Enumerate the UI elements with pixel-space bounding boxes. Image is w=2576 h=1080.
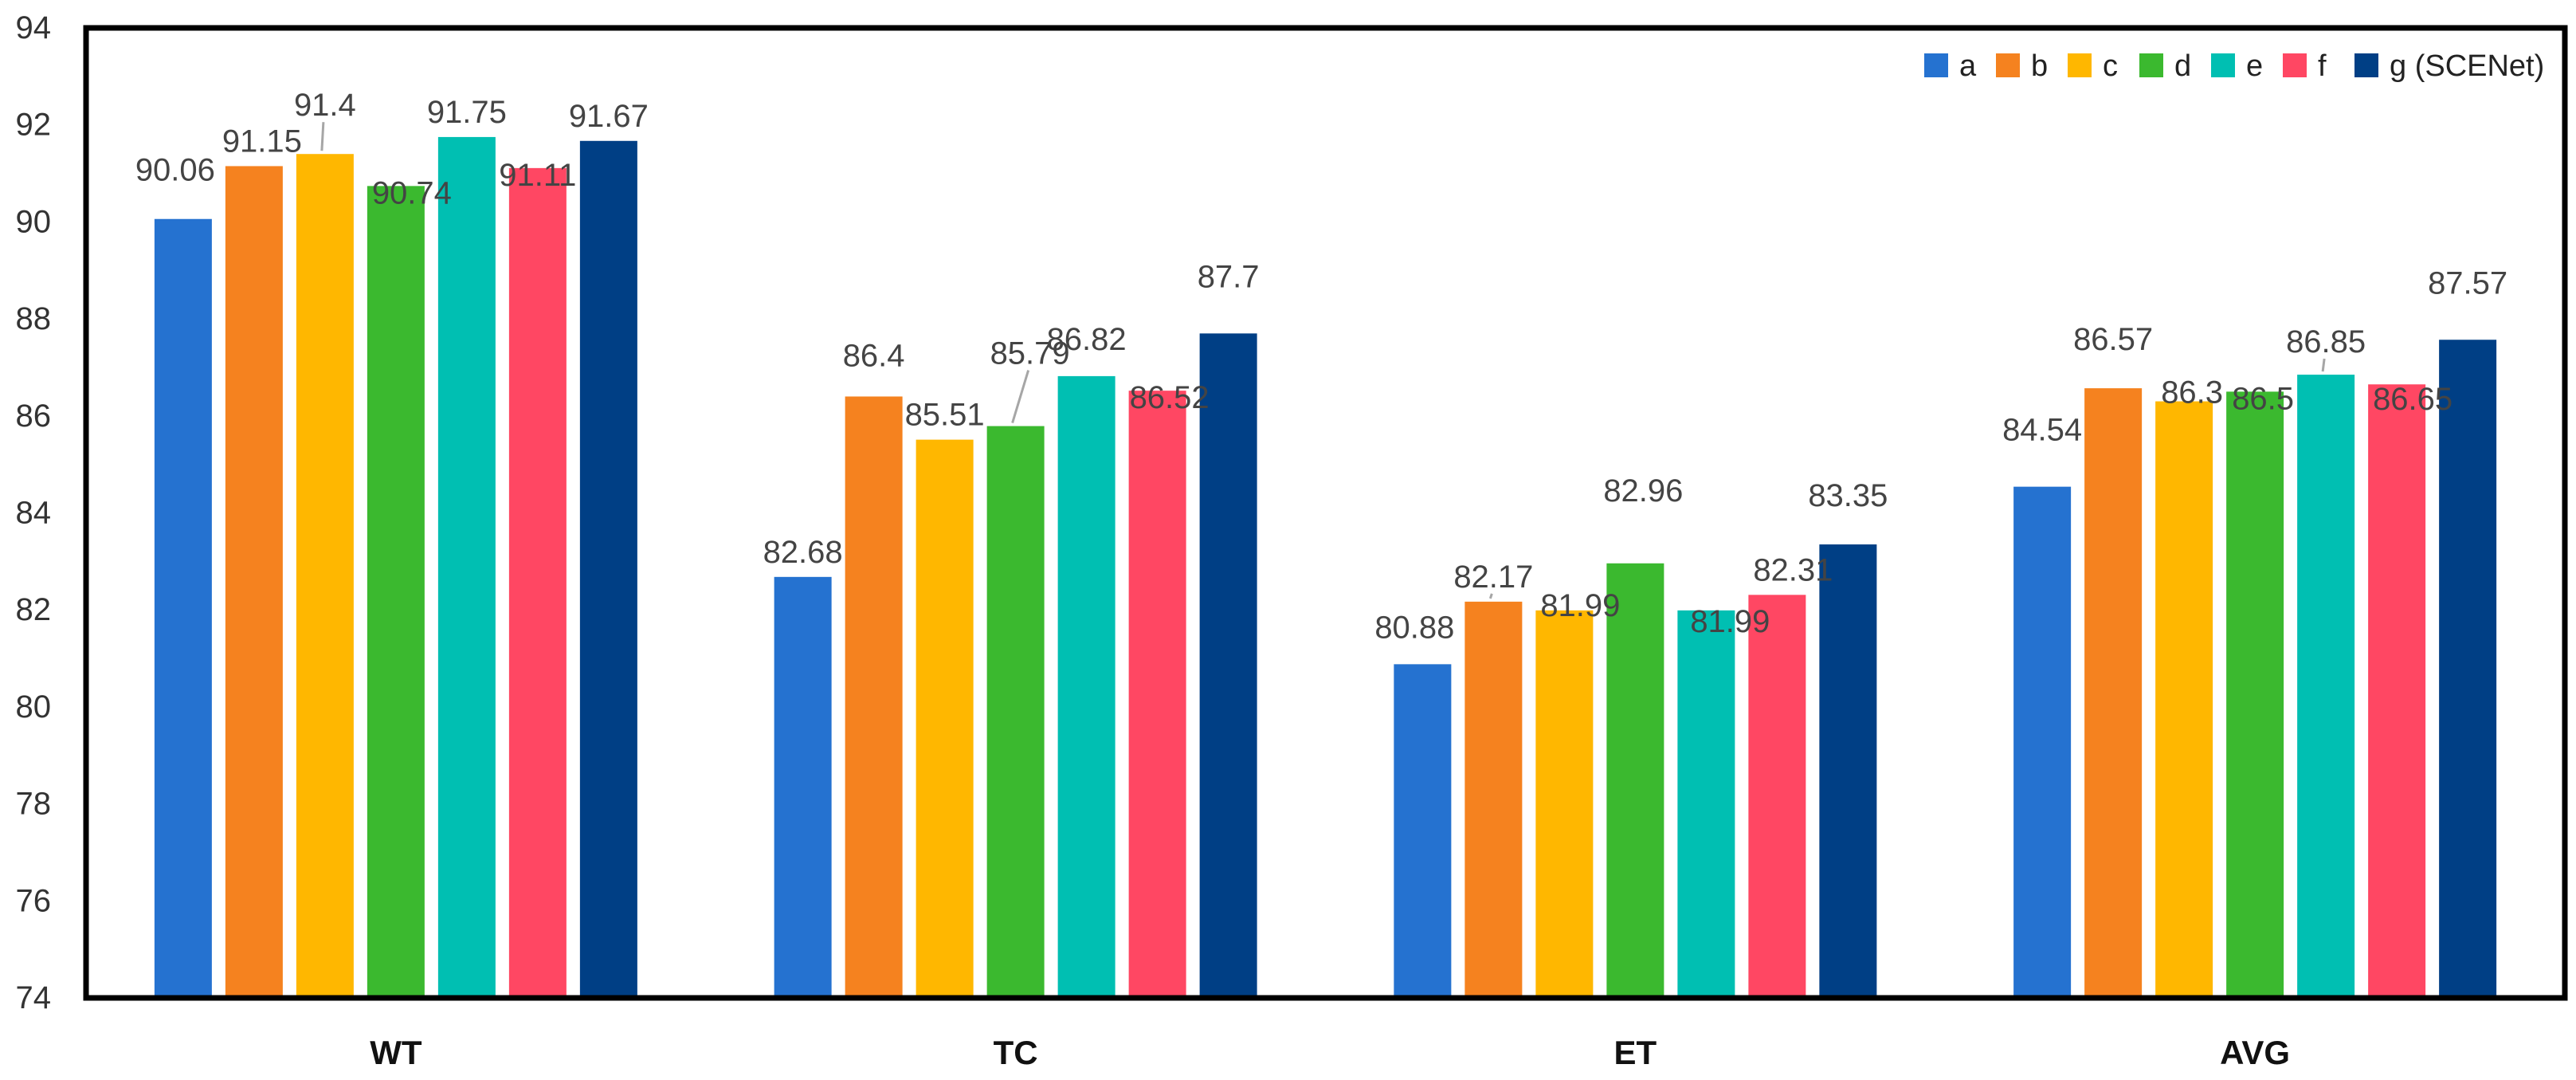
y-axis-tick-labels: 74 76 78 80 82 84 86 88 90 92 94 bbox=[16, 10, 52, 1015]
legend-swatch bbox=[2354, 53, 2378, 77]
bar-et-c bbox=[1535, 610, 1594, 998]
legend-label: d bbox=[2174, 49, 2191, 83]
bar-tc-a bbox=[774, 576, 832, 998]
plot-area-frame bbox=[83, 25, 2568, 1001]
data-label: 82.17 bbox=[1453, 560, 1533, 595]
bars-layer bbox=[154, 136, 2497, 999]
bar-wt-a bbox=[154, 218, 212, 998]
x-category-label: ET bbox=[1614, 1034, 1657, 1071]
y-tick-label: 82 bbox=[16, 592, 52, 627]
legend-swatch bbox=[2068, 53, 2092, 77]
x-category-label: AVG bbox=[2220, 1034, 2290, 1071]
data-label: 86.52 bbox=[1130, 380, 1210, 415]
y-tick-label: 84 bbox=[16, 496, 52, 531]
bar-wt-g bbox=[579, 140, 637, 998]
legend-swatch bbox=[1996, 53, 2020, 77]
data-label: 80.88 bbox=[1374, 610, 1454, 645]
leader-line bbox=[320, 122, 325, 151]
bar-tc-f bbox=[1128, 391, 1186, 999]
y-tick-label: 94 bbox=[16, 10, 52, 45]
bar-et-g bbox=[1819, 544, 1877, 998]
data-label: 90.06 bbox=[135, 153, 215, 188]
data-label: 83.35 bbox=[1808, 478, 1888, 513]
data-label: 91.15 bbox=[222, 124, 302, 159]
legend-label: g (SCENet) bbox=[2390, 49, 2544, 83]
legend-swatch bbox=[2283, 53, 2307, 77]
y-tick-label: 78 bbox=[16, 787, 52, 822]
data-label: 87.7 bbox=[1198, 259, 1260, 294]
bar-et-a bbox=[1394, 664, 1452, 998]
legend-label: c bbox=[2103, 49, 2118, 83]
leader-line bbox=[1488, 593, 1493, 599]
bar-wt-d bbox=[367, 186, 425, 999]
y-tick-label: 74 bbox=[16, 980, 52, 1015]
bar-avg-b bbox=[2084, 388, 2143, 999]
y-tick-label: 76 bbox=[16, 883, 52, 918]
data-label: 91.67 bbox=[569, 99, 649, 134]
bar-wt-b bbox=[225, 166, 283, 999]
bar-tc-c bbox=[916, 439, 974, 998]
bar-et-f bbox=[1748, 595, 1806, 998]
data-label: 86.85 bbox=[2286, 324, 2366, 359]
bar-avg-c bbox=[2155, 401, 2213, 998]
data-label: 81.99 bbox=[1690, 604, 1770, 639]
legend-label: a bbox=[1959, 49, 1977, 83]
bar-wt-f bbox=[508, 167, 567, 999]
bar-et-e bbox=[1677, 610, 1735, 998]
bar-et-b bbox=[1464, 601, 1523, 998]
bar-et-d bbox=[1606, 563, 1664, 998]
bar-avg-a bbox=[2013, 486, 2072, 998]
data-label: 91.75 bbox=[427, 95, 507, 130]
y-tick-label: 80 bbox=[16, 689, 52, 725]
y-tick-label: 86 bbox=[16, 399, 52, 434]
x-axis-category-labels: WT TC ET AVG bbox=[370, 1034, 2290, 1071]
bar-avg-e bbox=[2297, 375, 2355, 998]
data-label: 86.65 bbox=[2373, 382, 2452, 417]
data-label: 86.3 bbox=[2161, 375, 2223, 410]
leader-lines-layer bbox=[320, 122, 2326, 599]
data-label: 85.51 bbox=[905, 398, 985, 433]
legend-label: f bbox=[2318, 49, 2327, 83]
legend-label: b bbox=[2031, 49, 2048, 83]
data-label: 90.74 bbox=[372, 175, 452, 210]
legend-label: e bbox=[2246, 49, 2263, 83]
bar-avg-g bbox=[2439, 340, 2497, 998]
leader-line bbox=[2321, 358, 2326, 372]
bar-tc-e bbox=[1057, 375, 1115, 998]
data-label: 86.4 bbox=[843, 338, 905, 373]
legend-swatch bbox=[2211, 53, 2235, 77]
data-label: 91.4 bbox=[294, 88, 356, 123]
leader-line bbox=[1011, 370, 1030, 424]
bar-wt-e bbox=[437, 136, 496, 999]
data-label: 81.99 bbox=[1540, 588, 1620, 623]
data-label: 84.54 bbox=[2002, 413, 2082, 448]
legend: a b c d e f g (SCENet) bbox=[1924, 49, 2544, 83]
bar-tc-d bbox=[986, 426, 1045, 998]
bar-avg-f bbox=[2368, 384, 2426, 998]
data-label: 86.57 bbox=[2073, 322, 2153, 357]
x-category-label: TC bbox=[994, 1034, 1038, 1071]
bar-wt-c bbox=[296, 154, 354, 999]
data-label: 87.57 bbox=[2428, 265, 2507, 300]
data-label: 86.82 bbox=[1047, 322, 1127, 357]
legend-swatch bbox=[1924, 53, 1948, 77]
bar-tc-g bbox=[1199, 333, 1257, 999]
data-label: 85.79 bbox=[990, 336, 1070, 371]
data-label: 82.68 bbox=[763, 535, 843, 570]
legend-swatch bbox=[2139, 53, 2163, 77]
bar-avg-d bbox=[2226, 391, 2284, 998]
x-category-label: WT bbox=[370, 1034, 422, 1071]
data-label: 86.5 bbox=[2232, 381, 2294, 416]
data-label: 91.11 bbox=[499, 158, 576, 193]
y-tick-label: 88 bbox=[16, 301, 52, 336]
data-label: 82.31 bbox=[1753, 552, 1833, 587]
data-label: 82.96 bbox=[1603, 473, 1683, 509]
bar-tc-b bbox=[845, 396, 903, 999]
y-tick-label: 90 bbox=[16, 204, 52, 239]
y-tick-label: 92 bbox=[16, 108, 52, 143]
